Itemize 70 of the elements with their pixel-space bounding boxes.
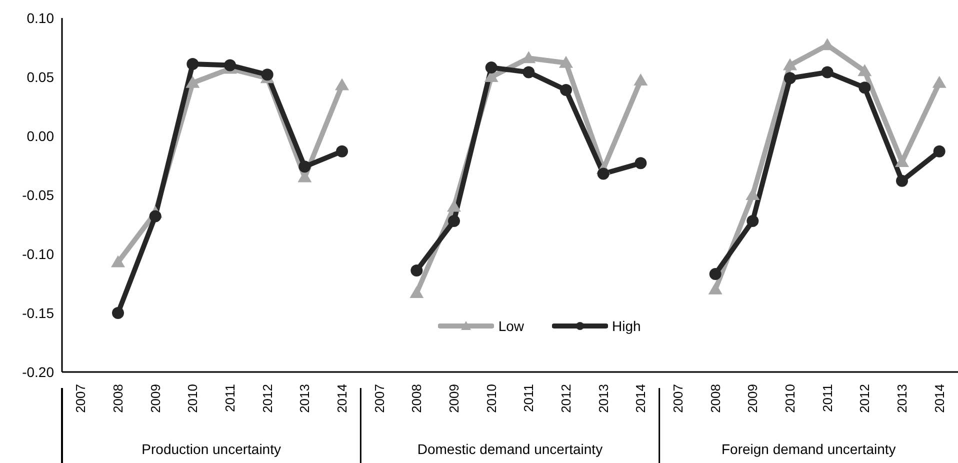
x-tick-label: 2010: [185, 384, 200, 413]
legend-label: High: [612, 318, 641, 334]
point: [261, 68, 274, 81]
text: Foreign demand uncertainty: [720, 441, 897, 457]
x-tick-label: 2008: [110, 384, 126, 413]
x-tick-label: 2012: [260, 384, 275, 413]
x-tick-label: 2011: [222, 384, 238, 412]
point: [634, 74, 648, 86]
x-tick-label: 2009: [148, 384, 163, 413]
y-tick-label: 0.10: [26, 10, 54, 26]
point: [559, 56, 573, 68]
x-tick-label: 2014: [334, 384, 350, 413]
legend-label: Low: [498, 318, 524, 334]
point: [709, 268, 722, 280]
x-tick-label: 2009: [446, 384, 462, 413]
point: [410, 286, 424, 298]
point: [224, 59, 236, 72]
x-tick-label: 2013: [297, 384, 312, 413]
point: [933, 145, 946, 158]
point: [186, 76, 200, 88]
point: [447, 200, 461, 212]
x-tick-label: 2014: [932, 384, 947, 413]
point: [783, 58, 797, 70]
point: [485, 62, 498, 74]
point: [634, 157, 647, 170]
x-tick-label: 2010: [484, 384, 499, 413]
point: [746, 188, 760, 200]
x-tick-label: 2008: [708, 384, 723, 413]
point: [112, 307, 124, 319]
x-tick-label: 2007: [670, 384, 686, 413]
x-tick-label: 2008: [409, 384, 424, 413]
point: [186, 58, 199, 70]
point: [335, 78, 349, 90]
point: [560, 84, 572, 96]
point: [896, 174, 908, 187]
point: [336, 145, 348, 158]
point: [149, 210, 162, 222]
y-tick-label: -0.15: [22, 304, 54, 321]
y-tick-label: 0.05: [26, 68, 54, 85]
point: [410, 264, 423, 277]
point: [522, 66, 535, 78]
point: [858, 64, 872, 76]
y-tick-label: 0.00: [26, 128, 54, 144]
point: [821, 66, 834, 78]
x-tick-label: 2011: [521, 384, 536, 412]
x-tick-label: 2011: [820, 384, 835, 412]
text: Domestic demand uncertainty: [416, 441, 604, 457]
x-tick-label: 2012: [558, 384, 574, 413]
text: Production uncertainty: [140, 441, 282, 457]
point: [708, 282, 722, 294]
point: [784, 72, 796, 84]
x-tick-label: 2013: [596, 384, 611, 413]
y-tick-label: -0.05: [22, 186, 54, 203]
point: [597, 168, 610, 180]
x-tick-label: 2014: [633, 384, 648, 413]
x-tick-label: 2009: [745, 384, 760, 413]
x-tick-label: 2010: [782, 384, 798, 413]
point: [298, 160, 311, 173]
point: [448, 214, 460, 227]
point: [111, 255, 125, 268]
x-tick-label: 2012: [857, 384, 872, 413]
x-tick-label: 2007: [372, 384, 387, 413]
point: [858, 82, 871, 94]
point: [746, 214, 759, 227]
y-tick-label: -0.20: [22, 364, 54, 380]
x-tick-label: 2007: [73, 384, 88, 413]
x-tick-label: 2013: [894, 384, 910, 413]
y-tick-label: -0.10: [22, 246, 54, 262]
point: [932, 76, 946, 88]
point: [895, 154, 909, 167]
